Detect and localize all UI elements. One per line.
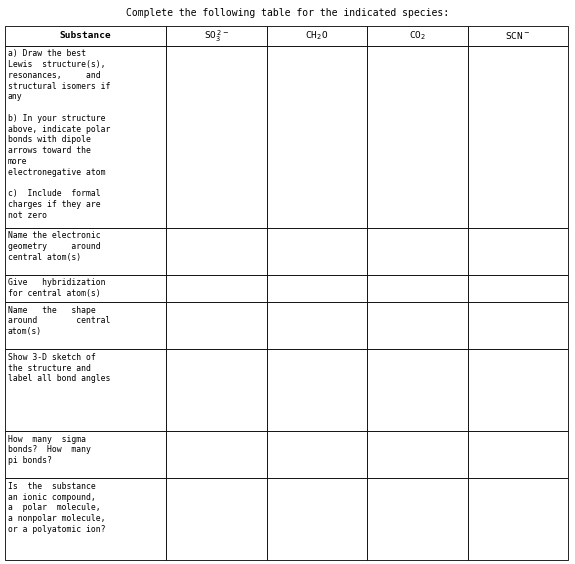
Bar [166,228,267,275]
Bar [467,478,568,560]
Bar [5,26,166,46]
Bar [367,228,467,275]
Text: Name   the   shape
around        central
atom(s): Name the shape around central atom(s) [8,306,110,336]
Text: Is  the  substance
an ionic compound,
a  polar  molecule,
a nonpolar molecule,
o: Is the substance an ionic compound, a po… [8,482,105,534]
Text: Give   hybridization
for central atom(s): Give hybridization for central atom(s) [8,279,105,298]
Bar [166,26,267,46]
Bar [467,302,568,349]
Bar [267,26,367,46]
Bar [267,349,367,431]
Bar [166,302,267,349]
Bar [467,46,568,228]
Bar [367,349,467,431]
Bar [467,228,568,275]
Bar [267,228,367,275]
Bar [267,275,367,302]
Text: SCN$^-$: SCN$^-$ [505,30,531,42]
Text: Substance: Substance [60,32,112,41]
Text: CH$_2$O: CH$_2$O [305,30,328,42]
Bar [367,431,467,478]
Bar [5,302,166,349]
Bar [467,26,568,46]
Bar [367,302,467,349]
Bar [5,228,166,275]
Bar [5,349,166,431]
Text: SO$_3^{\,2-}$: SO$_3^{\,2-}$ [204,28,229,43]
Bar [367,275,467,302]
Text: Complete the following table for the indicated species:: Complete the following table for the ind… [126,8,449,18]
Bar [367,26,467,46]
Bar [5,46,166,228]
Text: Show 3-D sketch of
the structure and
label all bond angles: Show 3-D sketch of the structure and lab… [8,353,110,384]
Bar [467,431,568,478]
Bar [267,478,367,560]
Text: CO$_2$: CO$_2$ [409,30,426,42]
Bar [467,275,568,302]
Bar [166,349,267,431]
Text: a) Draw the best
Lewis  structure(s),
resonances,     and
structural isomers if
: a) Draw the best Lewis structure(s), res… [8,50,110,220]
Bar [5,431,166,478]
Bar [166,478,267,560]
Text: How  many  sigma
bonds?  How  many
pi bonds?: How many sigma bonds? How many pi bonds? [8,434,91,465]
Bar [166,431,267,478]
Bar [267,46,367,228]
Bar [267,302,367,349]
Bar [166,46,267,228]
Bar [5,275,166,302]
Bar [367,46,467,228]
Bar [166,275,267,302]
Bar [467,349,568,431]
Bar [267,431,367,478]
Text: Name the electronic
geometry     around
central atom(s): Name the electronic geometry around cent… [8,231,101,262]
Bar [367,478,467,560]
Bar [5,478,166,560]
